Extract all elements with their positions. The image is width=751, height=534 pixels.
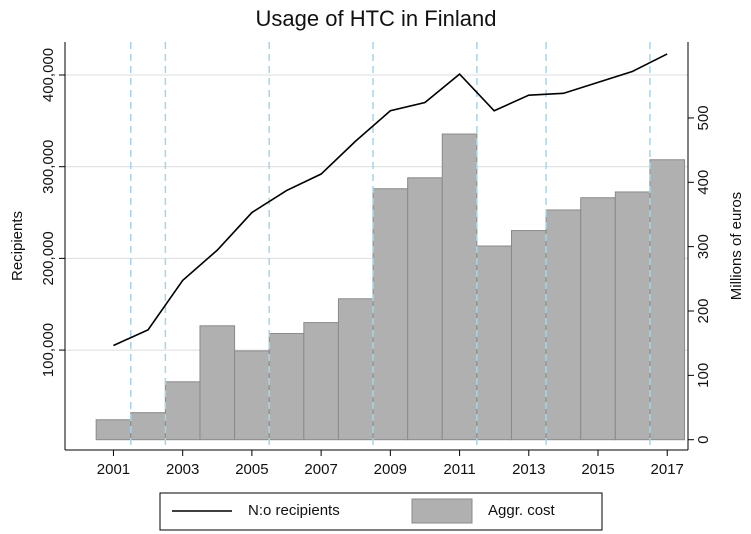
bar (95, 419, 132, 441)
x-tick-label: 2003 (166, 461, 199, 478)
x-tick-label: 2005 (235, 461, 268, 478)
y-tick-label: 400,000 (40, 48, 57, 102)
bar (268, 333, 305, 441)
x-tick-label: 2007 (304, 461, 337, 478)
y2-tick-label: 200 (695, 298, 712, 323)
bar (545, 209, 582, 441)
chart-title: Usage of HTC in Finland (256, 6, 497, 31)
line (113, 53, 668, 347)
bar (441, 133, 478, 441)
x-tick-label: 2001 (97, 461, 130, 478)
bar (614, 191, 651, 441)
y2-tick-label: 0 (695, 436, 712, 444)
bar (510, 230, 547, 441)
legend-label: N:o recipients (248, 502, 340, 519)
y-tick-label: 300,000 (40, 140, 57, 194)
legend-label: Aggr. cost (488, 502, 556, 519)
y2-tick-label: 300 (695, 234, 712, 259)
y2-tick-label: 100 (695, 363, 712, 388)
x-tick-label: 2017 (651, 461, 684, 478)
y-axis-label: Recipients (9, 211, 26, 281)
x-tick-label: 2013 (512, 461, 545, 478)
bar (649, 159, 686, 441)
bar (130, 412, 166, 441)
bar (407, 177, 443, 441)
y2-tick-label: 400 (695, 170, 712, 195)
x-tick-label: 2011 (443, 461, 475, 478)
bar (372, 188, 409, 441)
bar (234, 350, 270, 441)
bar (303, 322, 339, 441)
x-tick-label: 2015 (581, 461, 614, 478)
legend-box (159, 492, 603, 531)
legend-swatch (411, 498, 473, 524)
bar (580, 197, 616, 441)
x-tick-label: 2009 (374, 461, 407, 478)
y-tick-label: 200,000 (40, 231, 57, 285)
y2-axis-label: Millions of euros (728, 192, 745, 300)
bar (199, 325, 236, 441)
bar (337, 298, 374, 441)
bar (476, 245, 512, 441)
y2-tick-label: 500 (695, 105, 712, 130)
y-tick-label: 100,000 (40, 323, 57, 377)
bar (164, 381, 201, 441)
